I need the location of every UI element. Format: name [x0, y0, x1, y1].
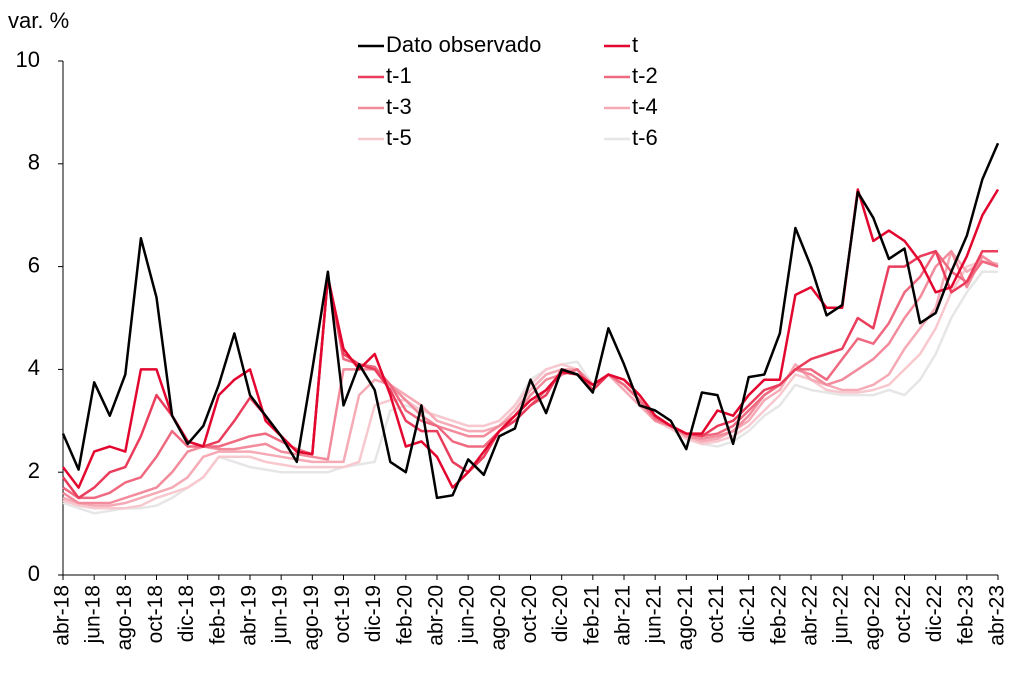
x-tick-label: abr-20 — [425, 585, 448, 646]
series-line — [62, 249, 999, 500]
x-tick-label: dic-18 — [175, 585, 198, 642]
x-tick-label: jun-21 — [643, 585, 666, 644]
x-tick-label: jun-19 — [269, 585, 292, 644]
x-tick-label: oct-22 — [892, 585, 915, 643]
x-tick-label: abr-22 — [799, 585, 822, 646]
x-tick-label: oct-19 — [331, 585, 354, 643]
x-tick-label: ago-18 — [113, 585, 136, 650]
x-tick-label: feb-21 — [580, 585, 603, 645]
x-tick-label: abr-21 — [612, 585, 635, 646]
x-tick-label: oct-21 — [705, 585, 728, 643]
legend-label: t-4 — [632, 94, 658, 119]
legend-label: t-1 — [386, 63, 412, 88]
series-line — [62, 249, 999, 507]
y-tick-label: 8 — [28, 150, 40, 175]
x-tick-label: abr-18 — [51, 585, 74, 646]
x-tick-label: feb-23 — [954, 585, 977, 645]
x-tick-label: oct-20 — [518, 585, 541, 643]
y-tick-label: 0 — [28, 561, 40, 586]
x-tick-label: ago-19 — [300, 585, 323, 650]
x-tick-label: ago-22 — [861, 585, 884, 650]
y-tick-label: 10 — [16, 47, 40, 72]
legend-label: t-5 — [386, 125, 412, 150]
series-line — [62, 249, 999, 505]
x-tick-label: dic-19 — [362, 585, 385, 642]
x-tick-label: abr-19 — [238, 585, 261, 646]
y-tick-label: 6 — [28, 252, 40, 277]
legend-label: t — [632, 32, 638, 57]
legend-label: Dato observado — [386, 32, 541, 57]
x-tick-label: dic-21 — [736, 585, 759, 642]
y-axis-label: var. % — [8, 8, 69, 33]
x-tick-label: abr-23 — [986, 585, 1009, 646]
x-tick-label: jun-22 — [830, 585, 853, 644]
legend-label: t-6 — [632, 125, 658, 150]
series-line — [62, 260, 999, 510]
x-tick-label: oct-18 — [144, 585, 167, 643]
x-tick-label: feb-19 — [206, 585, 229, 645]
series-line — [61, 142, 1000, 500]
x-tick-label: jun-18 — [82, 585, 105, 644]
x-tick-label: dic-20 — [549, 585, 572, 642]
x-tick-label: ago-20 — [487, 585, 510, 650]
x-tick-label: feb-22 — [767, 585, 790, 645]
x-tick-label: jun-20 — [456, 585, 479, 644]
x-tick-label: ago-21 — [674, 585, 697, 650]
x-tick-label: dic-22 — [923, 585, 946, 642]
y-tick-label: 2 — [28, 458, 40, 483]
series-line — [62, 249, 998, 500]
x-tick-label: feb-20 — [393, 585, 416, 645]
legend-label: t-3 — [386, 94, 412, 119]
y-tick-label: 4 — [28, 355, 40, 380]
legend-label: t-2 — [632, 63, 658, 88]
series-line — [62, 188, 1000, 489]
